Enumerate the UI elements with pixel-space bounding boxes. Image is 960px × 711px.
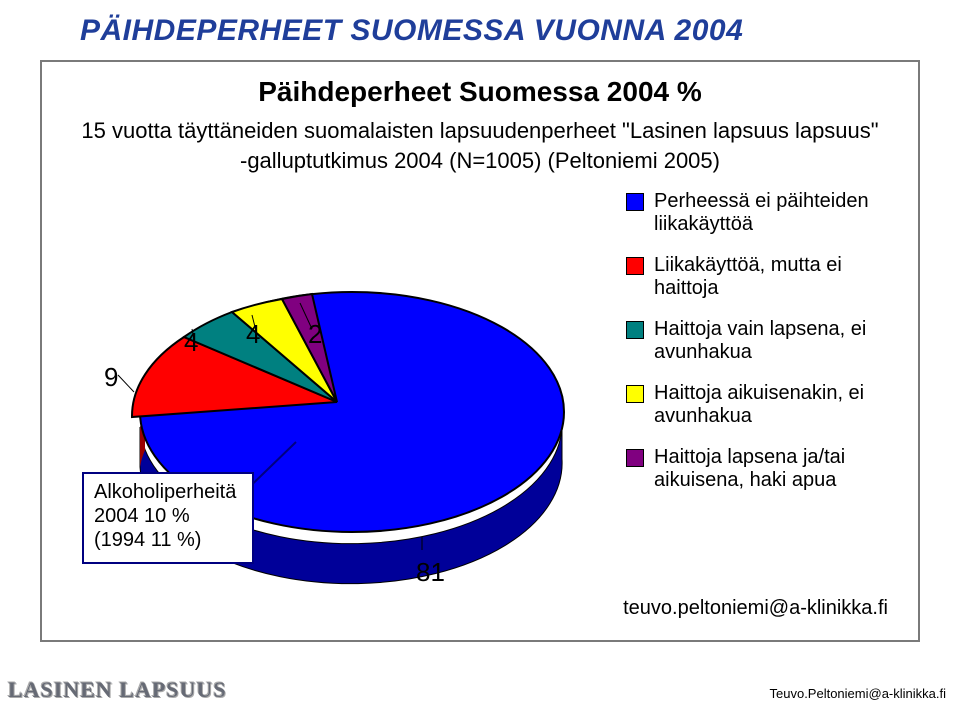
leader-line — [118, 375, 134, 392]
callout-box: Alkoholiperheitä 2004 10 % (1994 11 %) — [82, 472, 254, 564]
legend-item: Haittoja lapsena ja/tai aikuisena, haki … — [626, 446, 896, 492]
legend-label: Haittoja aikuisenakin, ei avunhakua — [654, 382, 896, 428]
legend-item: Perheessä ei päihteiden liikakäyttöä — [626, 190, 896, 236]
legend-swatch — [626, 257, 644, 275]
legend-label: Haittoja vain lapsena, ei avunhakua — [654, 318, 896, 364]
datalabel-4b: 4 — [246, 319, 260, 350]
legend-item: Haittoja aikuisenakin, ei avunhakua — [626, 382, 896, 428]
legend-label: Haittoja lapsena ja/tai aikuisena, haki … — [654, 446, 896, 492]
footer-credit: Teuvo.Peltoniemi@a-klinikka.fi — [770, 686, 947, 701]
panel-subtitle-line2: -galluptutkimus 2004 (N=1005) (Peltoniem… — [42, 148, 918, 174]
legend: Perheessä ei päihteiden liikakäyttöä Lii… — [626, 190, 896, 510]
legend-swatch — [626, 449, 644, 467]
legend-swatch — [626, 385, 644, 403]
legend-swatch — [626, 321, 644, 339]
datalabel-4a: 4 — [184, 327, 198, 358]
datalabel-9: 9 — [104, 362, 118, 393]
callout-line: 2004 10 % — [94, 504, 242, 528]
chart-panel: Päihdeperheet Suomessa 2004 % 15 vuotta … — [40, 60, 920, 642]
datalabel-2: 2 — [308, 319, 322, 350]
main-title: PÄIHDEPERHEET SUOMESSA VUONNA 2004 — [80, 14, 940, 48]
panel-title: Päihdeperheet Suomessa 2004 % — [42, 76, 918, 108]
slide: PÄIHDEPERHEET SUOMESSA VUONNA 2004 Päihd… — [0, 0, 960, 711]
legend-item: Haittoja vain lapsena, ei avunhakua — [626, 318, 896, 364]
datalabel-81: 81 — [416, 557, 445, 588]
callout-line: Alkoholiperheitä — [94, 480, 242, 504]
legend-item: Liikakäyttöä, mutta ei haittoja — [626, 254, 896, 300]
callout-line: (1994 11 %) — [94, 528, 242, 552]
chart-footnote: teuvo.peltoniemi@a-klinikka.fi — [623, 597, 888, 620]
legend-label: Liikakäyttöä, mutta ei haittoja — [654, 254, 896, 300]
footer-logo: LASINEN LAPSUUS — [8, 677, 227, 703]
legend-label: Perheessä ei päihteiden liikakäyttöä — [654, 190, 896, 236]
panel-subtitle-line1: 15 vuotta täyttäneiden suomalaisten laps… — [42, 118, 918, 144]
legend-swatch — [626, 193, 644, 211]
